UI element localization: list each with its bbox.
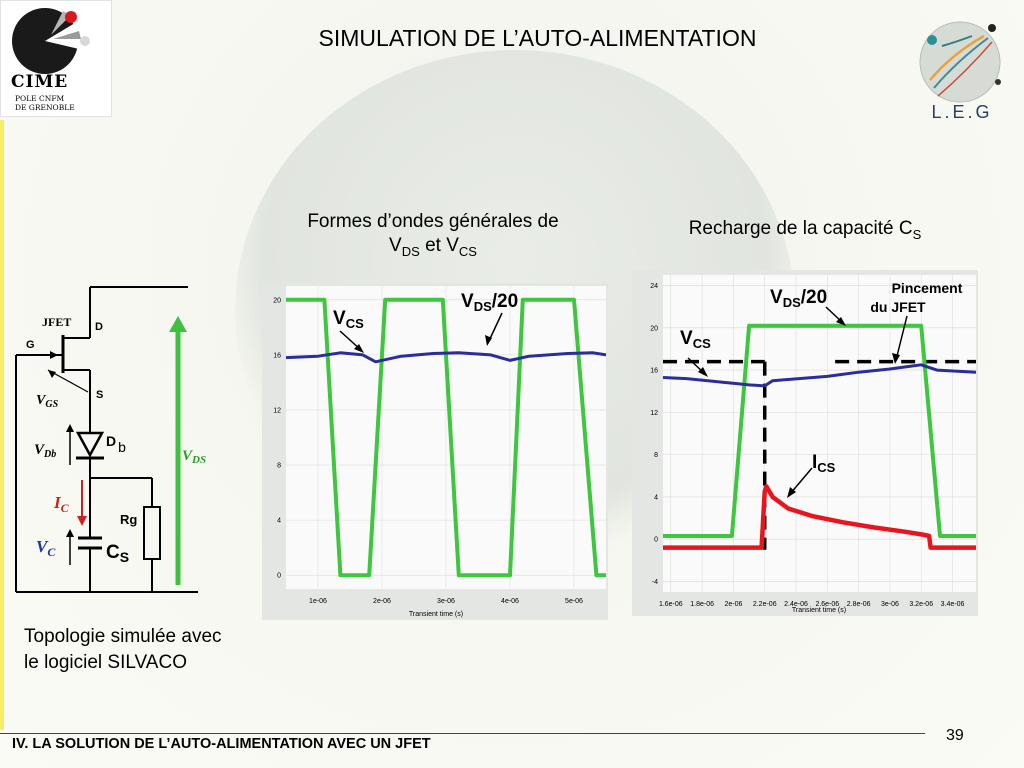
gate-arrow (50, 351, 58, 359)
cime-logo: CIME POLE CNFM DE GRENOBLE (0, 0, 112, 117)
leg-logo-graphic: L.E.G (919, 21, 1001, 122)
y-tick-label: 8 (654, 452, 658, 459)
x-tick-label: 2e-06 (373, 598, 391, 605)
x-tick-label: 5e-06 (565, 598, 583, 605)
y-tick-label: 4 (277, 518, 281, 525)
topology-caption-line1: Topologie simulée avec (24, 626, 222, 647)
pinch-annotation-line2: du JFET (870, 299, 926, 315)
x-tick-label: 3.4e-06 (941, 601, 965, 608)
jfet-label: JFET (42, 315, 71, 329)
y-tick-label: 4 (654, 494, 658, 501)
vc-arrow (66, 529, 74, 537)
right-caption-sub: S (912, 226, 922, 242)
series-line-1 (285, 351, 607, 364)
vcs-annotation: VCS (333, 308, 364, 331)
source-label: S (96, 389, 103, 401)
x-tick-label: 2.8e-06 (847, 601, 871, 608)
leg-logo: L.E.G (912, 18, 1012, 123)
series-line-0 (663, 323, 976, 538)
ic-arrow (77, 516, 87, 526)
y-tick-label: 12 (273, 407, 281, 414)
diode-symbol (75, 431, 105, 458)
x-tick-label: 2.2e-06 (753, 601, 777, 608)
vdb-label: VDb (34, 442, 56, 460)
right-chart-caption: Recharge de la capacité CS (640, 217, 970, 247)
y-tick-label: 0 (277, 573, 281, 580)
drain-label: D (95, 321, 103, 333)
leg-logo-name: L.E.G (931, 102, 992, 122)
vds-annotation: VDS/20 (770, 287, 827, 310)
x-tick-label: 2.4e-06 (784, 601, 808, 608)
vc-label: VC (36, 537, 56, 559)
vcs-annotation: VCS (680, 328, 711, 351)
left-caption-et-vcs: et V (419, 235, 459, 256)
left-caption-vcs-sub: CS (458, 243, 477, 259)
vdb-arrow (66, 424, 74, 432)
x-tick-label: 1.8e-06 (690, 601, 714, 608)
x-axis-label: Transient time (s) (792, 607, 846, 614)
y-tick-label: 24 (650, 283, 658, 290)
left-chart-caption: Formes d’ondes générales de VDS et VCS (262, 210, 604, 264)
y-tick-label: 8 (277, 463, 281, 470)
x-tick-label: 3.2e-06 (909, 601, 933, 608)
pinch-annotation-line1: Pincement (892, 280, 963, 296)
vds-vcs-waveform-chart: 0 4 8 12 16 20 1e-06 2e-06 3e-06 4e-06 5e-06 Trans… (262, 283, 608, 620)
left-caption-line1: Formes d’ondes générales de (307, 211, 559, 232)
series-line-0 (286, 297, 606, 578)
left-caption-line2: VDS et VCS (262, 234, 604, 264)
ics-pointer (789, 467, 813, 495)
series-lines (285, 297, 607, 578)
series-line-1 (662, 363, 977, 388)
x-tick-label: 3e-06 (881, 601, 899, 608)
x-tick-label: 4e-06 (501, 598, 519, 605)
ic-label: IC (53, 493, 70, 515)
cime-sub-line1: POLE CNFM (15, 94, 65, 103)
x-axis-label: Transient time (s) (409, 611, 463, 618)
left-caption-vds: V (389, 235, 402, 256)
x-tick-label: 1.6e-06 (659, 601, 683, 608)
x-tick-label: 2.6e-06 (815, 601, 839, 608)
slide-title: SIMULATION DE L’AUTO-ALIMENTATION (318, 25, 757, 51)
y-tick-label: 16 (273, 352, 281, 359)
topology-caption: Topologie simulée avec le logiciel SILVA… (24, 624, 222, 676)
left-caption-vds-sub: DS (401, 243, 420, 259)
x-tick-label: 1e-06 (309, 598, 327, 605)
cs-label: CS (106, 542, 129, 565)
series-lines (662, 323, 977, 550)
pinch-pointer (895, 315, 908, 361)
cime-logo-name: CIME (11, 72, 69, 92)
y-tick-label: 20 (273, 297, 281, 304)
vds-label: VDS (182, 448, 206, 466)
topology-caption-line2: le logiciel SILVACO (24, 652, 187, 673)
x-tick-label: 2e-06 (724, 601, 742, 608)
axis-ticks: 0 4 8 12 16 20 1e-06 2e-06 3e-06 4e-06 5e-06 (273, 297, 583, 605)
footer-divider (0, 733, 925, 734)
left-accent-bar (0, 120, 4, 730)
series-line-2 (663, 484, 976, 550)
footer-section-title: IV. LA SOLUTION DE L’AUTO-ALIMENTATION A… (12, 736, 431, 752)
rg-label: Rg (120, 512, 137, 527)
vgs-label: VGS (36, 393, 59, 410)
gate-label: G (26, 339, 35, 351)
y-tick-label: 20 (650, 325, 658, 332)
vds-annotation: VDS/20 (461, 291, 518, 314)
y-tick-label: -4 (652, 579, 658, 586)
cime-logo-graphic (12, 8, 90, 74)
rg-resistor (143, 506, 161, 560)
cs-recharge-chart: -4 0 4 8 12 16 20 24 1.6e-06 1.8e-06 2e-06 2.2e-06 2… (632, 270, 978, 616)
ics-annotation: ICS (812, 452, 836, 475)
cime-logo-subtitle: POLE CNFM DE GRENOBLE (15, 94, 75, 112)
cime-sub-line2: DE GRENOBLE (15, 102, 75, 112)
y-tick-label: 16 (650, 368, 658, 375)
page-number: 39 (946, 727, 964, 744)
x-tick-label: 3e-06 (437, 598, 455, 605)
y-tick-label: 12 (650, 410, 658, 417)
y-tick-label: 0 (654, 537, 658, 544)
right-caption-text: Recharge de la capacité C (688, 218, 913, 239)
axis-ticks: -4 0 4 8 12 16 20 24 1.6e-06 1.8e-06 2e-06 2.2e-06 2… (650, 283, 964, 608)
